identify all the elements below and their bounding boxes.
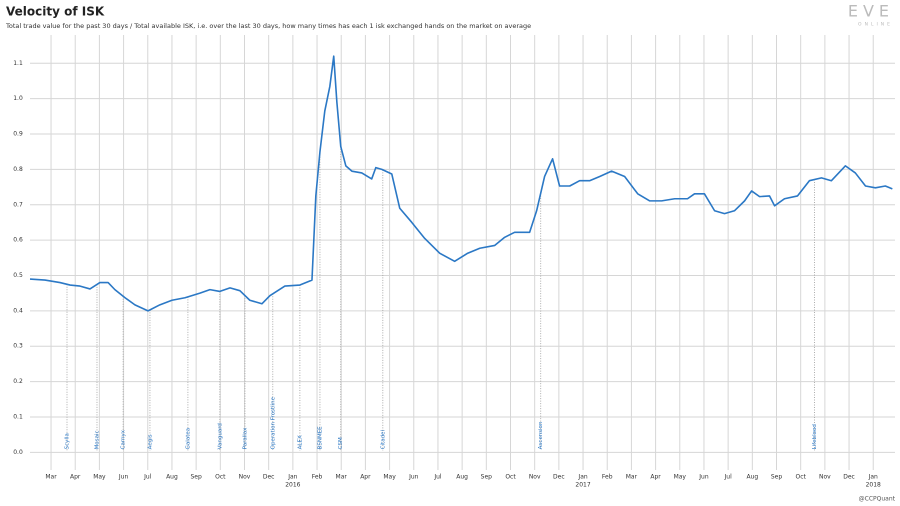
x-year-label: 2017 xyxy=(575,482,590,489)
x-tick-label: May xyxy=(674,474,687,481)
annotation-label: Scylla xyxy=(64,433,70,449)
x-tick-label: Nov xyxy=(239,474,251,481)
logo-sub: ONLINE xyxy=(858,22,893,28)
x-tick-label: Sep xyxy=(771,474,783,481)
x-tick-label: Dec xyxy=(263,474,275,481)
annotation-label: Aegis xyxy=(147,434,153,449)
x-tick-label: Sep xyxy=(190,474,202,481)
annotation-label: Galatea xyxy=(185,428,191,449)
x-tick-label: Feb xyxy=(312,474,323,481)
annotation-label: Lifeblood xyxy=(812,424,818,449)
x-tick-label: Aug xyxy=(456,474,468,481)
credit: @CCPQuant xyxy=(859,496,896,503)
x-tick-label: Oct xyxy=(505,474,516,481)
x-tick-label: Apr xyxy=(70,474,81,481)
y-tick-label: 1.0 xyxy=(13,95,23,102)
y-tick-label: 0.0 xyxy=(13,449,23,456)
y-tick-label: 0.3 xyxy=(13,343,23,350)
y-tick-label: 1.1 xyxy=(13,60,23,67)
x-tick-label: Mar xyxy=(626,474,638,481)
y-tick-label: 0.5 xyxy=(13,272,23,279)
chart-subtitle: Total trade value for the past 30 days /… xyxy=(5,22,531,30)
y-tick-label: 0.4 xyxy=(13,307,23,314)
x-tick-label: Feb xyxy=(602,474,613,481)
x-tick-label: Jun xyxy=(408,474,419,481)
annotation-label: Operation Frostline xyxy=(270,396,276,449)
x-tick-label: Aug xyxy=(166,474,178,481)
logo: EVE xyxy=(848,2,894,21)
x-tick-label: Nov xyxy=(529,474,541,481)
y-tick-label: 0.8 xyxy=(13,166,23,173)
x-tick-label: Sep xyxy=(481,474,493,481)
x-tick-label: Jan xyxy=(868,474,878,481)
y-tick-label: 0.9 xyxy=(13,131,23,138)
x-tick-label: Jan xyxy=(577,474,587,481)
x-tick-label: Jan xyxy=(287,474,297,481)
x-tick-label: Jul xyxy=(433,474,442,481)
x-tick-label: May xyxy=(383,474,396,481)
x-tick-label: Jun xyxy=(698,474,709,481)
annotation-label: Citadel xyxy=(380,430,386,450)
annotation-label: Parallax xyxy=(242,427,248,449)
x-tick-label: Mar xyxy=(336,474,348,481)
x-tick-label: Aug xyxy=(746,474,758,481)
x-tick-label: Oct xyxy=(215,474,226,481)
annotation-label: ALEX xyxy=(297,435,303,449)
annotation-label: Vanguard xyxy=(217,423,223,449)
chart-title: Velocity of ISK xyxy=(6,5,105,19)
x-tick-label: Jul xyxy=(143,474,152,481)
x-tick-label: Apr xyxy=(360,474,371,481)
x-tick-label: Dec xyxy=(843,474,855,481)
x-tick-label: May xyxy=(93,474,106,481)
annotation-label: BSNMEE xyxy=(317,426,323,450)
x-tick-label: Dec xyxy=(553,474,565,481)
y-tick-label: 0.6 xyxy=(13,237,23,244)
x-year-label: 2016 xyxy=(285,482,300,489)
x-tick-label: Jul xyxy=(724,474,733,481)
x-year-label: 2018 xyxy=(866,482,881,489)
annotation-label: CSM xyxy=(338,437,344,449)
annotation-label: Carnyx xyxy=(121,429,127,449)
y-tick-label: 0.7 xyxy=(13,201,23,208)
x-tick-label: Nov xyxy=(819,474,831,481)
data-line xyxy=(29,55,893,312)
x-tick-label: Oct xyxy=(796,474,807,481)
annotation-label: Mosaic xyxy=(94,430,100,449)
x-tick-label: Mar xyxy=(45,474,57,481)
y-tick-label: 0.1 xyxy=(13,413,23,420)
x-tick-label: Jun xyxy=(118,474,129,481)
annotation-label: Ascension xyxy=(538,421,544,449)
x-tick-label: Apr xyxy=(650,474,661,481)
y-tick-label: 0.2 xyxy=(13,378,23,385)
